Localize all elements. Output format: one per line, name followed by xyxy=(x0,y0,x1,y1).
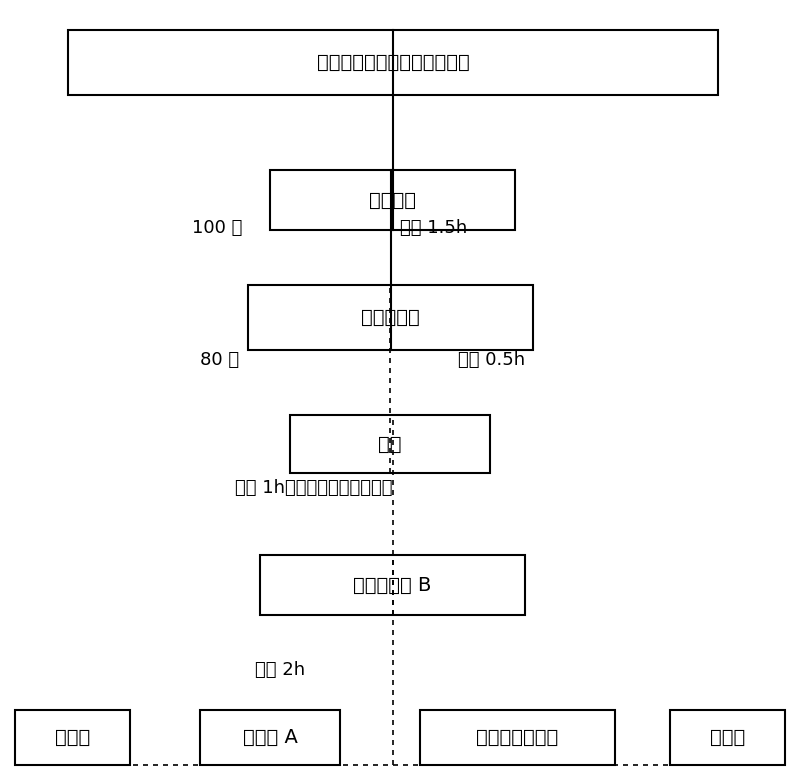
Text: 鈢酸钒: 鈢酸钒 xyxy=(55,728,90,747)
Text: 球磨 2h: 球磨 2h xyxy=(255,661,305,679)
Bar xyxy=(248,285,533,350)
Text: 100 度: 100 度 xyxy=(192,219,242,237)
Text: 烘干 0.5h: 烘干 0.5h xyxy=(458,351,525,369)
Bar xyxy=(270,170,515,230)
Bar xyxy=(420,710,615,765)
Text: 倒角，外电极制作，性能测试: 倒角，外电极制作，性能测试 xyxy=(317,53,470,72)
Bar xyxy=(200,710,340,765)
Text: 加入粘结剂 B: 加入粘结剂 B xyxy=(354,576,432,594)
Bar xyxy=(670,710,785,765)
Text: 助烧剂: 助烧剂 xyxy=(710,728,745,747)
Text: 球磨 1h，涂膜，电解质模成型: 球磨 1h，涂膜，电解质模成型 xyxy=(235,479,393,497)
Text: 烧结成型: 烧结成型 xyxy=(369,190,416,210)
Text: 粘结剂 A: 粘结剂 A xyxy=(242,728,298,747)
Bar xyxy=(290,415,490,473)
Bar xyxy=(68,30,718,95)
Text: 内电极制作: 内电极制作 xyxy=(361,308,420,327)
Text: 烧结 1.5h: 烧结 1.5h xyxy=(400,219,467,237)
Text: 稀释剂，分散剂: 稀释剂，分散剂 xyxy=(476,728,558,747)
Bar xyxy=(15,710,130,765)
Text: 80 度: 80 度 xyxy=(200,351,239,369)
Bar xyxy=(260,555,525,615)
Text: 流延: 流延 xyxy=(378,435,402,453)
